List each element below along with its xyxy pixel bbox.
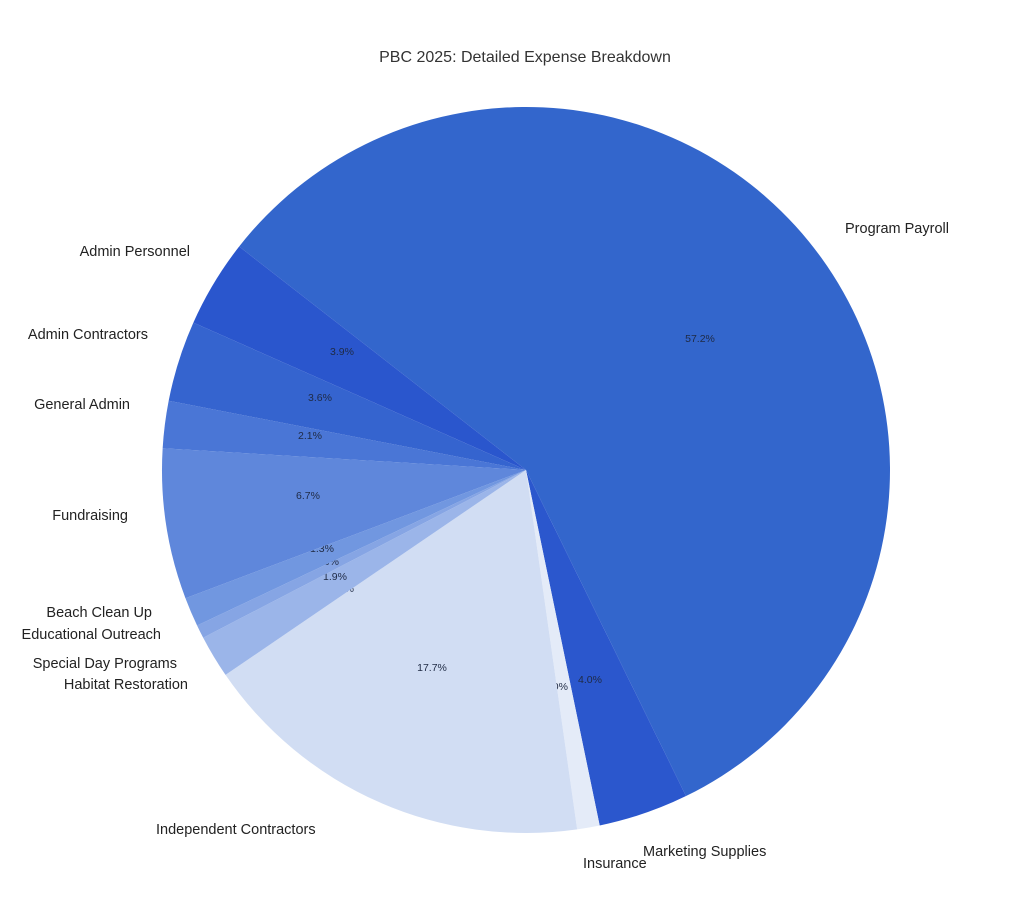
pct-label-fundraising: 6.7% xyxy=(296,490,320,502)
slice-label-general-admin: General Admin xyxy=(34,397,130,413)
pie-slice-insurance xyxy=(526,470,600,830)
pct-label-program-payroll: 57.2% xyxy=(685,333,715,345)
pie-slice-admin-contractors xyxy=(168,322,527,470)
slice-label-insurance: Insurance xyxy=(583,856,647,872)
pie-slice-marketing-supplies xyxy=(526,470,687,826)
pie-slice-general-admin xyxy=(162,400,526,470)
pie-slice-educational-outreach xyxy=(197,470,526,638)
slice-label-educational-outreach: Educational Outreach xyxy=(21,627,161,643)
slice-label-admin-personnel: Admin Personnel xyxy=(79,244,190,260)
pie-slice-fundraising xyxy=(162,448,526,599)
pie-slice-special-day-programs xyxy=(203,470,526,675)
pie-slice-admin-personnel xyxy=(193,246,526,470)
pct-label-independent-contractors: 17.7% xyxy=(417,662,447,674)
pct-label-special-day-programs: 1.9% xyxy=(323,571,347,583)
slice-label-independent-contractors: Independent Contractors xyxy=(156,822,316,838)
pct-label-general-admin: 2.1% xyxy=(298,430,322,442)
pct-label-admin-contractors: 3.6% xyxy=(308,392,332,404)
pct-label-marketing-supplies: 4.0% xyxy=(578,674,602,686)
slice-label-admin-contractors: Admin Contractors xyxy=(27,327,148,343)
chart-title: PBC 2025: Detailed Expense Breakdown xyxy=(379,49,671,66)
pie-slice-independent-contractors xyxy=(225,470,578,834)
slice-label-special-day-programs: Special Day Programs xyxy=(32,656,177,672)
slice-label-program-payroll: Program Payroll xyxy=(845,221,949,237)
slice-label-marketing-supplies: Marketing Supplies xyxy=(643,844,767,860)
pie-slice-beach-clean-up xyxy=(185,470,526,626)
slice-label-fundraising: Fundraising xyxy=(52,508,128,524)
slice-label-beach-clean-up: Beach Clean Up xyxy=(46,605,152,621)
pct-label-admin-personnel: 3.9% xyxy=(330,346,354,358)
pie-slice-program-payroll xyxy=(239,106,891,797)
slice-label-habitat-restoration: Habitat Restoration xyxy=(63,677,188,693)
